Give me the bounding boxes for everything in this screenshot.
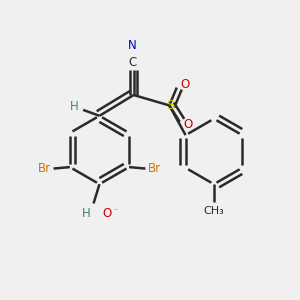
Text: O: O	[180, 78, 190, 91]
Text: S: S	[166, 99, 174, 112]
Text: N: N	[128, 40, 136, 52]
Text: C: C	[128, 56, 136, 69]
Text: O: O	[183, 118, 193, 131]
Text: H: H	[82, 207, 91, 220]
Text: H: H	[70, 100, 79, 113]
Text: O: O	[102, 207, 112, 220]
Text: Br: Br	[38, 162, 51, 175]
Text: ⁻: ⁻	[114, 206, 118, 215]
Text: Br: Br	[148, 162, 161, 175]
Text: CH₃: CH₃	[204, 206, 225, 216]
